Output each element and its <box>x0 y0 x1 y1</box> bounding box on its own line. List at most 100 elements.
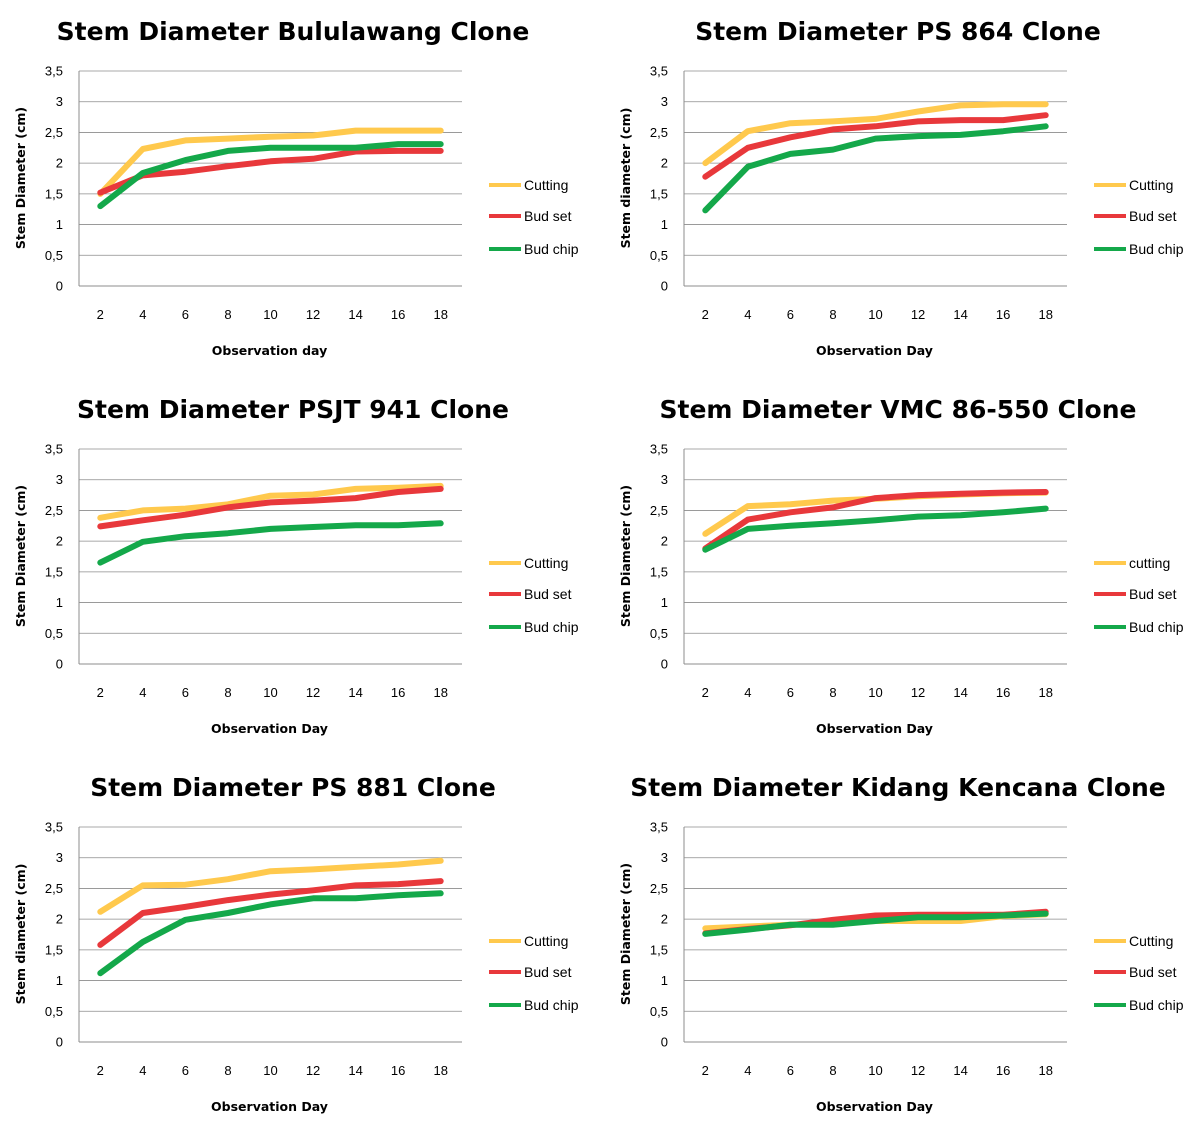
y-tick-label: 1,5 <box>45 186 63 201</box>
y-axis-title: Stem Diameter (cm) <box>618 863 633 1005</box>
x-tick-label: 14 <box>348 685 362 700</box>
legend-label: Bud chip <box>524 619 579 635</box>
y-axis-title: Stem diameter (cm) <box>13 864 28 1005</box>
chart-panel-vmc86550: Stem Diameter VMC 86-550 Clone 0 0,5 1 1,5 2 2… <box>605 378 1191 750</box>
y-tick-label: 2 <box>661 534 668 549</box>
y-tick-label: 3,5 <box>650 820 668 835</box>
chart-title: Stem Diameter PSJT 941 Clone <box>77 395 509 424</box>
y-tick-label: 2 <box>56 534 63 549</box>
x-tick-label: 2 <box>702 1063 709 1078</box>
chart-panel-bululawang: Stem Diameter Bululawang Clone 0 0,5 1 1,5 2 2… <box>0 0 595 372</box>
x-tick-label: 6 <box>787 685 794 700</box>
series-line-cutting <box>97 857 444 915</box>
x-tick-label: 8 <box>224 685 231 700</box>
series-line-cutting <box>97 127 444 197</box>
y-tick-label: 1 <box>56 595 63 610</box>
legend-label: Bud chip <box>1129 997 1184 1013</box>
x-tick-label: 14 <box>953 307 967 322</box>
x-tick-label: 10 <box>868 1063 882 1078</box>
y-tick-label: 0,5 <box>650 626 668 641</box>
x-axis-title: Observation day <box>212 343 328 358</box>
x-tick-label: 10 <box>868 307 882 322</box>
x-tick-label: 10 <box>263 1063 277 1078</box>
chart-title: Stem Diameter PS 881 Clone <box>90 773 496 802</box>
series-line-bud-chip <box>702 123 1049 214</box>
x-tick-label: 2 <box>97 1063 104 1078</box>
y-tick-label: 3 <box>56 472 63 487</box>
y-tick-label: 3,5 <box>650 64 668 79</box>
y-tick-label: 3,5 <box>45 820 63 835</box>
y-tick-label: 1,5 <box>45 564 63 579</box>
legend-label: Bud set <box>524 964 572 980</box>
legend-label: Cutting <box>524 177 568 193</box>
x-tick-label: 18 <box>1038 307 1052 322</box>
series-line-bud-chip <box>702 505 1049 553</box>
y-tick-label: 1,5 <box>650 186 668 201</box>
legend-label: Cutting <box>524 555 568 571</box>
x-tick-label: 6 <box>182 307 189 322</box>
x-tick-label: 4 <box>139 685 146 700</box>
x-tick-label: 6 <box>787 307 794 322</box>
y-tick-label: 0,5 <box>45 248 63 263</box>
x-tick-label: 12 <box>306 685 320 700</box>
x-tick-label: 2 <box>702 307 709 322</box>
x-tick-label: 16 <box>996 685 1010 700</box>
chart-title: Stem Diameter Bululawang Clone <box>57 17 530 46</box>
y-tick-label: 1 <box>661 217 668 232</box>
y-tick-label: 2 <box>56 156 63 171</box>
y-axis-title: Stem diameter (cm) <box>618 108 633 249</box>
y-tick-label: 1 <box>56 973 63 988</box>
series-line-cutting <box>97 482 444 521</box>
x-tick-label: 10 <box>263 307 277 322</box>
legend-label: Bud set <box>1129 586 1177 602</box>
x-tick-label: 12 <box>911 685 925 700</box>
y-tick-label: 0 <box>661 657 668 672</box>
y-tick-label: 3 <box>661 94 668 109</box>
y-tick-label: 0,5 <box>45 626 63 641</box>
x-axis-title: Observation Day <box>816 721 933 736</box>
y-tick-label: 2,5 <box>45 125 63 140</box>
y-tick-label: 0 <box>661 1035 668 1050</box>
x-tick-label: 10 <box>868 685 882 700</box>
x-tick-label: 8 <box>829 307 836 322</box>
y-tick-label: 2 <box>661 156 668 171</box>
x-tick-label: 6 <box>182 1063 189 1078</box>
y-tick-label: 0,5 <box>650 248 668 263</box>
series-line-bud-chip <box>97 141 444 210</box>
y-tick-label: 2,5 <box>45 881 63 896</box>
y-tick-label: 0,5 <box>650 1004 668 1019</box>
x-tick-label: 14 <box>348 307 362 322</box>
x-tick-label: 10 <box>263 685 277 700</box>
y-tick-label: 3 <box>661 850 668 865</box>
x-tick-label: 6 <box>787 1063 794 1078</box>
chart-title: Stem Diameter Kidang Kencana Clone <box>630 773 1166 802</box>
y-tick-label: 2,5 <box>45 503 63 518</box>
x-tick-label: 4 <box>744 307 751 322</box>
legend-label: Cutting <box>1129 933 1173 949</box>
x-tick-label: 18 <box>433 307 447 322</box>
x-tick-label: 16 <box>996 307 1010 322</box>
series-line-bud-chip <box>702 910 1049 937</box>
chart-title: Stem Diameter PS 864 Clone <box>695 17 1101 46</box>
y-tick-label: 0 <box>661 279 668 294</box>
x-tick-label: 2 <box>97 307 104 322</box>
x-tick-label: 2 <box>702 685 709 700</box>
y-tick-label: 3,5 <box>45 64 63 79</box>
legend-label: Bud chip <box>1129 241 1184 257</box>
legend-label: Bud set <box>1129 208 1177 224</box>
y-tick-label: 2,5 <box>650 503 668 518</box>
y-tick-label: 2,5 <box>650 881 668 896</box>
y-tick-label: 1 <box>661 973 668 988</box>
x-tick-label: 14 <box>953 685 967 700</box>
legend-label: Cutting <box>524 933 568 949</box>
y-tick-label: 1,5 <box>650 564 668 579</box>
x-tick-label: 18 <box>433 1063 447 1078</box>
line-chart: Stem Diameter Bululawang Clone 0 0,5 1 1,5 2 2… <box>13 17 579 358</box>
x-tick-label: 4 <box>744 1063 751 1078</box>
line-chart: Stem Diameter PS 881 Clone 0 0,5 1 1,5 2 2,5 3 3… <box>13 773 579 1114</box>
y-tick-label: 0 <box>56 279 63 294</box>
legend-label: Bud set <box>524 208 572 224</box>
chart-panel-psjt941: Stem Diameter PSJT 941 Clone 0 0,5 1 1,5 2 2,5… <box>0 378 595 750</box>
x-tick-label: 16 <box>391 307 405 322</box>
x-tick-label: 16 <box>391 1063 405 1078</box>
